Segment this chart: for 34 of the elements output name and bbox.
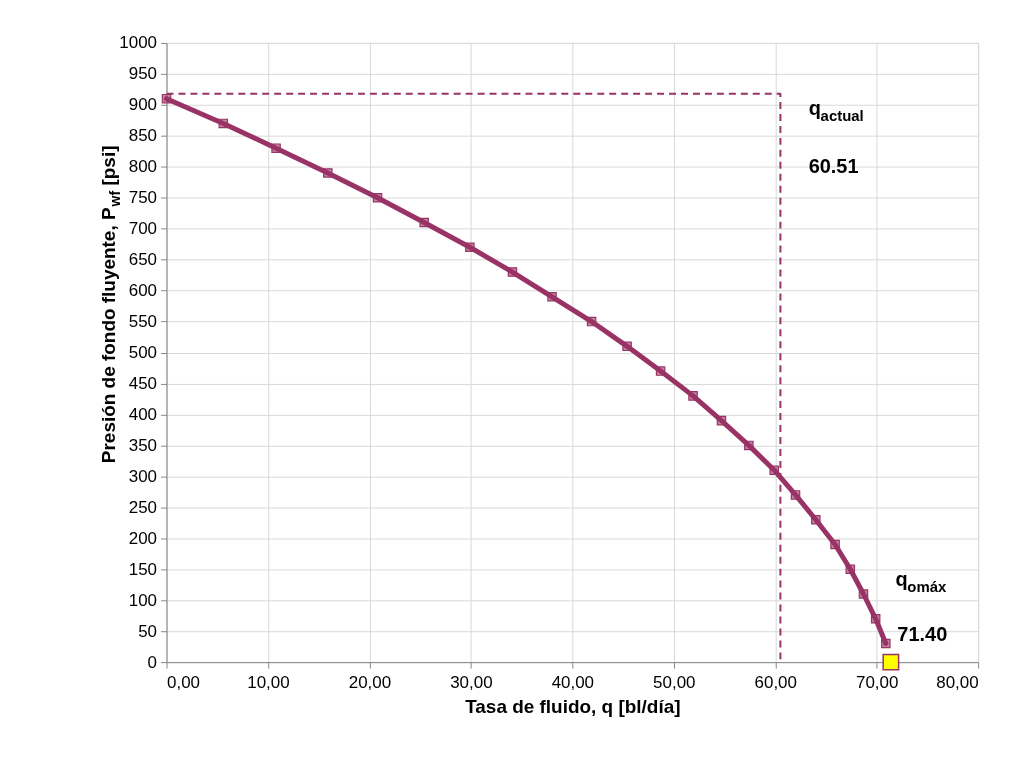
y-tick-label: 200 bbox=[128, 528, 158, 548]
y-tick-label: 500 bbox=[128, 343, 158, 363]
y-tick-label: 100 bbox=[128, 590, 158, 610]
x-axis-title: Tasa de fluido, q [bl/día] bbox=[465, 696, 681, 718]
y-tick-label: 850 bbox=[128, 126, 158, 146]
y-tick-label: 150 bbox=[128, 559, 158, 579]
x-tick-label: 30,00 bbox=[450, 672, 493, 692]
x-tick-label: 70,00 bbox=[855, 672, 899, 692]
x-tick-label: 0,00 bbox=[167, 672, 200, 692]
x-tick-label: 10,00 bbox=[247, 672, 290, 692]
y-tick-label: 650 bbox=[128, 250, 158, 270]
annotation: 60.51 bbox=[808, 154, 859, 177]
y-tick-label: 50 bbox=[138, 621, 158, 641]
y-tick-label: 350 bbox=[128, 435, 158, 455]
x-tick-label: 50,00 bbox=[653, 672, 696, 692]
y-tick-label: 450 bbox=[128, 373, 158, 393]
x-tick-label: 60,00 bbox=[754, 672, 797, 692]
y-tick-label: 600 bbox=[128, 281, 158, 301]
y-tick-label: 950 bbox=[128, 64, 158, 84]
y-tick-label: 300 bbox=[128, 466, 158, 486]
x-tick-label: 40,00 bbox=[551, 672, 595, 692]
y-tick-label: 1000 bbox=[119, 33, 158, 53]
y-tick-label: 550 bbox=[128, 312, 158, 332]
x-tick-label: 80,00 bbox=[936, 672, 979, 692]
y-tick-label: 750 bbox=[128, 188, 158, 208]
y-tick-label: 800 bbox=[128, 157, 158, 177]
y-axis-title: Presión de fondo fluyente, Pwf [psi] bbox=[97, 145, 123, 464]
annotation: 71.40 bbox=[897, 623, 948, 646]
y-tick-label: 400 bbox=[128, 404, 158, 424]
y-tick-label: 900 bbox=[128, 95, 158, 115]
x-tick-label: 20,00 bbox=[348, 672, 392, 692]
y-tick-label: 700 bbox=[128, 219, 158, 239]
y-tick-label: 250 bbox=[128, 497, 158, 517]
y-tick-label: 0 bbox=[147, 652, 158, 672]
